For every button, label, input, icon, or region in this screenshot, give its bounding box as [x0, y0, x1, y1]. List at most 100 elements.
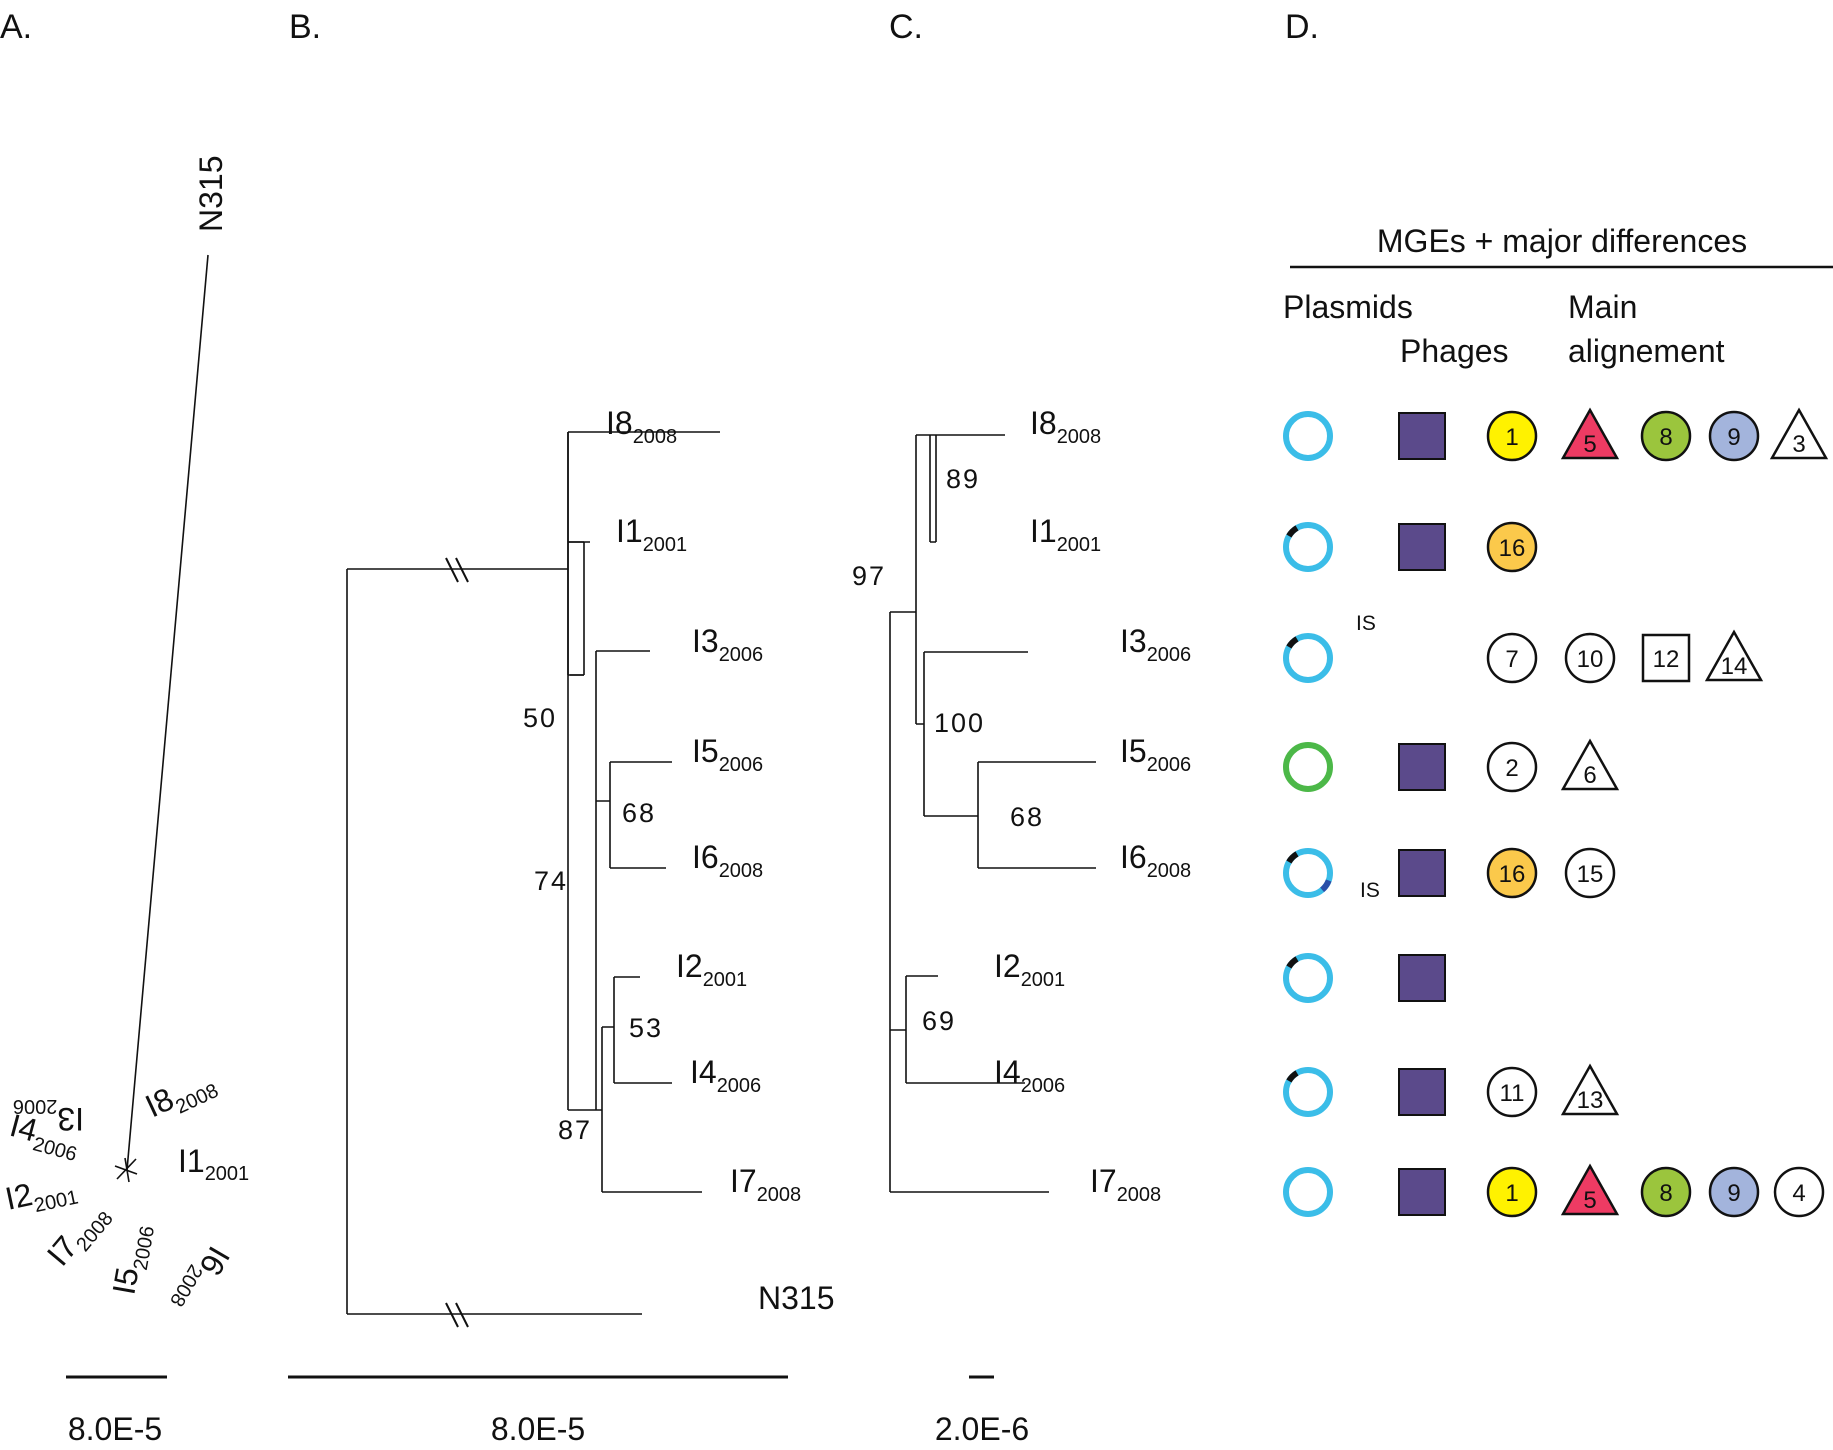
mge-number: 8: [1659, 1180, 1672, 1207]
plasmid-ring-icon: [1283, 522, 1333, 572]
n315-long-branch: [126, 254, 209, 1171]
phage-square-icon: [1398, 849, 1446, 897]
mge-number: 4: [1792, 1180, 1805, 1207]
mge-number: 14: [1721, 653, 1748, 680]
plasmid-insertion-mark: [1286, 636, 1299, 649]
mge-number: 8: [1659, 424, 1672, 451]
panel-b-letter: B.: [289, 8, 321, 46]
panel-a: A. N315 I32006 I82008 I42006 I12001 I220…: [0, 8, 249, 1447]
mge-circle-icon: [1773, 1166, 1825, 1218]
star-center: [114, 1157, 138, 1183]
svg-text:I52006: I52006: [1120, 733, 1191, 776]
col-phages: Phages: [1400, 333, 1509, 369]
mge-circle-icon: [1486, 1166, 1538, 1218]
tip-a-i1: I12001: [178, 1143, 249, 1185]
tip-c-i3: I32006: [1120, 623, 1191, 666]
panel-b: B. I82008 I12001 I32006 I52006 I62008 I2…: [288, 8, 835, 1447]
svg-text:I22001: I22001: [2, 1167, 80, 1223]
mge-triangle-icon: [1560, 1163, 1620, 1216]
mge-circle-icon: [1486, 847, 1538, 899]
mge-number: 9: [1727, 424, 1740, 451]
phage-square-icon: [1398, 743, 1446, 791]
mge-triangle-icon: [1560, 738, 1620, 791]
mge-header: MGEs + major differences: [1377, 223, 1747, 259]
mge-row: 16: [1283, 521, 1538, 573]
bootstrap-c-100: 100: [934, 708, 985, 738]
mge-number: 11: [1500, 1080, 1525, 1107]
svg-text:I82008: I82008: [1030, 405, 1101, 448]
outgroup-b-n315: N315: [758, 1280, 835, 1316]
break-mark-bottom: [445, 1302, 469, 1328]
mge-circle-icon: [1640, 1166, 1692, 1218]
plasmid-ring-icon: [1283, 848, 1333, 898]
tip-b-i2: I22001: [676, 948, 747, 991]
plasmid-is-segment: [1320, 879, 1332, 893]
tip-b-i5: I52006: [692, 733, 763, 776]
svg-text:I72008: I72008: [1090, 1163, 1161, 1206]
mge-row: 1 5 8 9 4: [1283, 1163, 1825, 1218]
tip-c-i8: I82008: [1030, 405, 1101, 448]
bootstrap-c-69: 69: [922, 1006, 956, 1036]
svg-text:I32006: I32006: [692, 623, 763, 666]
plasmid-ring-icon: [1283, 1167, 1333, 1217]
col-plasmids: Plasmids: [1283, 289, 1413, 325]
svg-text:I82008: I82008: [140, 1062, 222, 1130]
bootstrap-b-68: 68: [622, 798, 656, 828]
mge-circle-icon: [1708, 410, 1760, 462]
bootstrap-c-68: 68: [1010, 802, 1044, 832]
mge-circle-icon: [1640, 410, 1692, 462]
panel-d: D. MGEs + major differences Plasmids Pha…: [1283, 8, 1833, 1218]
mge-circle-icon: [1486, 521, 1538, 573]
svg-text:I12001: I12001: [178, 1143, 249, 1185]
tip-a-i6: I62008: [165, 1238, 237, 1321]
mge-circle-icon: [1486, 632, 1538, 684]
mge-number: 12: [1653, 646, 1680, 673]
mge-number: 13: [1577, 1087, 1604, 1114]
mge-number: 16: [1499, 535, 1526, 562]
bootstrap-c-89: 89: [946, 464, 980, 494]
mge-row: 11 13: [1283, 1063, 1620, 1118]
svg-text:I42006: I42006: [690, 1054, 761, 1097]
phage-square-icon: [1398, 412, 1446, 460]
mge-circle-icon: [1486, 1066, 1538, 1118]
svg-text:I12001: I12001: [1030, 513, 1101, 556]
svg-text:I62008: I62008: [165, 1238, 237, 1321]
mge-circle-icon: [1486, 410, 1538, 462]
svg-text:I22001: I22001: [676, 948, 747, 991]
plasmid-insertion-mark: [1286, 525, 1299, 538]
bootstrap-c-97: 97: [852, 561, 886, 591]
mge-square-icon: [1641, 633, 1691, 683]
n315-label: N315: [193, 156, 229, 233]
mge-number: 9: [1727, 1180, 1740, 1207]
break-mark-top: [445, 557, 469, 583]
plasmid-insertion-mark: [1286, 956, 1299, 969]
tip-b-i3: I32006: [692, 623, 763, 666]
tip-c-i1: I12001: [1030, 513, 1101, 556]
phage-square-icon: [1398, 523, 1446, 571]
tip-b-i4: I42006: [690, 1054, 761, 1097]
panel-c: C. I82008 I12001 I32006 I52006 I62008 I2…: [852, 8, 1191, 1447]
svg-text:I12001: I12001: [616, 513, 687, 556]
mge-row: IS 7 10 12 14: [1283, 612, 1764, 684]
panel-a-letter: A.: [0, 8, 32, 46]
plasmid-ring-icon: [1283, 742, 1333, 792]
is-label: IS: [1356, 612, 1376, 635]
tip-b-i8: I82008: [606, 405, 677, 448]
svg-text:I22001: I22001: [994, 948, 1065, 991]
scale-label-c: 2.0E-6: [935, 1411, 1029, 1447]
tip-a-i3: I32006: [13, 1095, 84, 1137]
phage-square-icon: [1398, 1168, 1446, 1216]
mge-row: 1 5 8 9 3: [1283, 407, 1829, 462]
mge-number: 15: [1577, 861, 1604, 888]
svg-text:I32006: I32006: [13, 1095, 84, 1137]
tip-c-i2: I22001: [994, 948, 1065, 991]
svg-text:I52006: I52006: [692, 733, 763, 776]
scale-label-a: 8.0E-5: [68, 1411, 162, 1447]
plasmid-ring-icon: [1283, 953, 1333, 1003]
mge-triangle-icon: [1560, 407, 1620, 460]
mge-number: 5: [1583, 431, 1596, 458]
mge-circle-icon: [1486, 741, 1538, 793]
plasmid-ring-icon: [1283, 633, 1333, 683]
mge-triangle-icon: [1704, 629, 1764, 682]
